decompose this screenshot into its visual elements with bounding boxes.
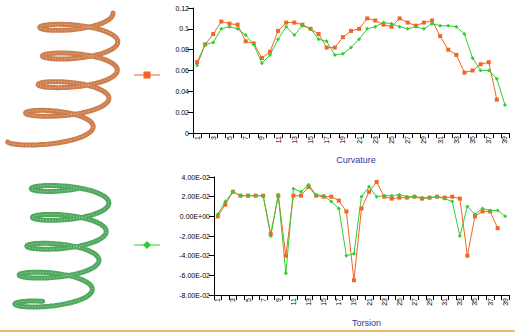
svg-text:5: 5 xyxy=(245,298,252,302)
svg-text:3: 3 xyxy=(210,136,217,140)
svg-text:21: 21 xyxy=(356,136,363,144)
svg-text:Curvature: Curvature xyxy=(336,155,376,165)
svg-text:17: 17 xyxy=(323,136,330,144)
svg-text:31: 31 xyxy=(441,298,448,306)
svg-text:0.04: 0.04 xyxy=(175,88,189,95)
svg-text:9: 9 xyxy=(258,136,265,140)
svg-text:29: 29 xyxy=(426,298,433,306)
svg-text:35: 35 xyxy=(471,298,478,306)
svg-text:Torsion: Torsion xyxy=(352,318,381,328)
svg-text:4.00E-02: 4.00E-02 xyxy=(182,174,211,181)
svg-text:37: 37 xyxy=(487,298,494,306)
svg-text:0.02: 0.02 xyxy=(175,109,189,116)
svg-text:-6.00E-02: -6.00E-02 xyxy=(179,272,210,279)
svg-text:0: 0 xyxy=(185,130,189,137)
svg-text:7: 7 xyxy=(242,136,249,140)
svg-text:13: 13 xyxy=(291,136,298,144)
svg-text:19: 19 xyxy=(339,136,346,144)
svg-text:33: 33 xyxy=(453,136,460,144)
svg-text:5: 5 xyxy=(226,136,233,140)
svg-text:27: 27 xyxy=(411,298,418,306)
svg-text:-8.00E-02: -8.00E-02 xyxy=(179,292,210,299)
svg-text:15: 15 xyxy=(307,136,314,144)
svg-text:21: 21 xyxy=(366,298,373,306)
svg-text:39: 39 xyxy=(501,136,508,144)
svg-text:15: 15 xyxy=(320,298,327,306)
svg-text:29: 29 xyxy=(420,136,427,144)
svg-text:2.00E-02: 2.00E-02 xyxy=(182,193,211,200)
svg-text:-4.00E-02: -4.00E-02 xyxy=(179,252,210,259)
svg-text:25: 25 xyxy=(388,136,395,144)
svg-text:0.1: 0.1 xyxy=(179,25,189,32)
svg-text:-2.00E-02: -2.00E-02 xyxy=(179,233,210,240)
svg-text:1: 1 xyxy=(194,136,201,140)
svg-text:31: 31 xyxy=(437,136,444,144)
svg-text:11: 11 xyxy=(290,298,297,305)
svg-text:39: 39 xyxy=(502,298,509,306)
svg-text:0.06: 0.06 xyxy=(175,67,189,74)
svg-text:1: 1 xyxy=(214,298,221,302)
svg-text:27: 27 xyxy=(404,136,411,144)
svg-text:25: 25 xyxy=(396,298,403,306)
svg-text:0.08: 0.08 xyxy=(175,46,189,53)
svg-text:35: 35 xyxy=(469,136,476,144)
svg-text:37: 37 xyxy=(485,136,492,144)
svg-text:19: 19 xyxy=(350,298,357,306)
svg-text:13: 13 xyxy=(305,298,312,306)
svg-text:17: 17 xyxy=(335,298,342,306)
svg-text:23: 23 xyxy=(381,298,388,306)
svg-text:23: 23 xyxy=(372,136,379,144)
svg-text:3: 3 xyxy=(229,298,236,302)
svg-text:9: 9 xyxy=(275,298,282,302)
svg-text:11: 11 xyxy=(275,136,282,143)
svg-text:33: 33 xyxy=(456,298,463,306)
svg-text:7: 7 xyxy=(260,298,267,302)
svg-text:0.00E+00: 0.00E+00 xyxy=(180,213,210,220)
svg-text:0.12: 0.12 xyxy=(175,5,189,12)
